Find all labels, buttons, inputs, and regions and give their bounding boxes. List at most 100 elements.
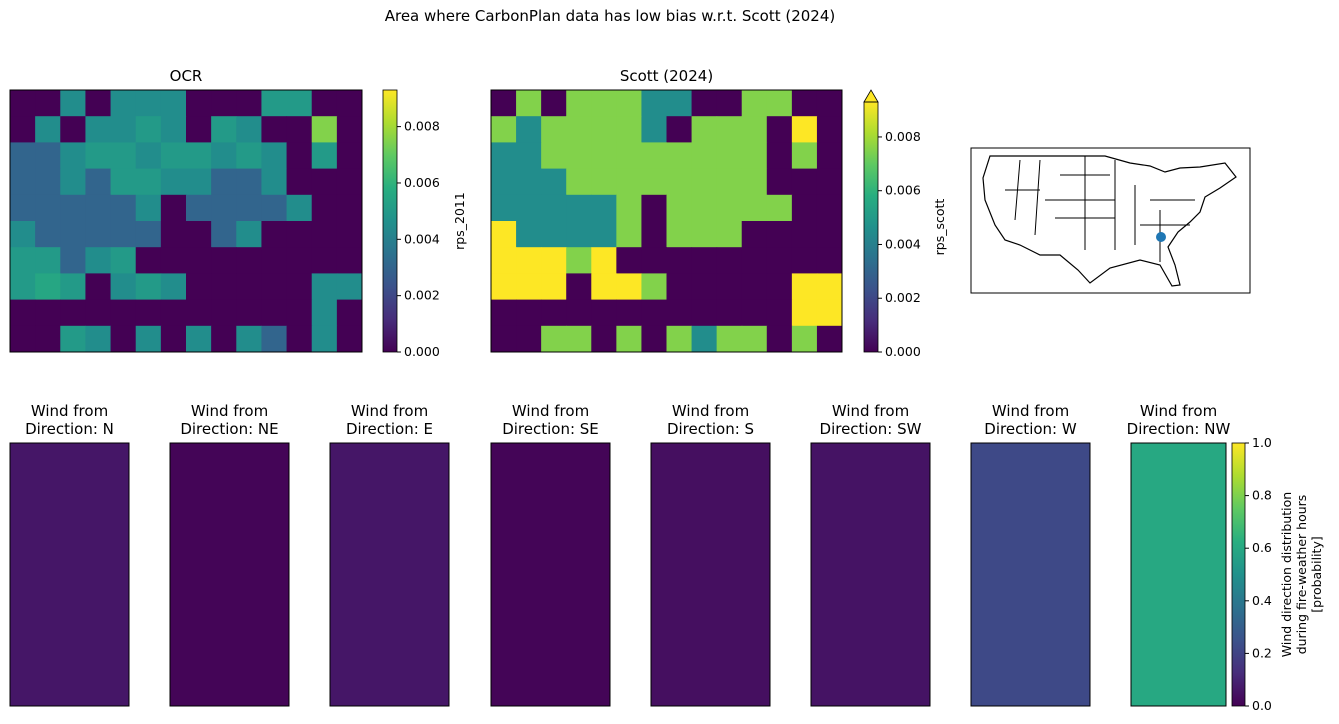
heatmap-cell [816, 221, 843, 248]
heatmap-cell [110, 194, 137, 222]
heatmap-cell [566, 325, 592, 353]
heatmap-cell [691, 142, 718, 170]
heatmap-cell [60, 142, 86, 170]
heatmap-cell [10, 299, 36, 327]
heatmap-cell [616, 221, 642, 248]
us-outline [982, 155, 1237, 287]
heatmap-cell [691, 116, 718, 143]
heatmap-cell [741, 168, 768, 196]
colorbar-tick-label: 0.008 [885, 129, 921, 144]
heatmap-cell [311, 299, 338, 327]
heatmap-cell [10, 325, 36, 353]
heatmap-cell [261, 325, 288, 353]
heatmap-cell [591, 194, 617, 222]
heatmap-cell [35, 116, 61, 143]
heatmap-cell [691, 90, 718, 117]
heatmap-cell [211, 90, 237, 117]
heatmap-cell [236, 194, 262, 222]
colorbar [383, 90, 397, 352]
heatmap-cell [211, 168, 237, 196]
heatmap-cell [791, 142, 818, 170]
heatmap-cell [691, 273, 718, 301]
tile [169, 442, 290, 707]
heatmap-cell [110, 247, 137, 274]
heatmap-cell [286, 221, 313, 248]
heatmap-cell [641, 273, 667, 301]
colorbar-tick-label: 0.004 [404, 231, 440, 246]
heatmap-cell [236, 325, 262, 353]
heatmap-cell [35, 221, 61, 248]
heatmap-cell [666, 168, 693, 196]
heatmap-cell [10, 247, 36, 274]
heatmap-cell [236, 273, 262, 301]
heatmap-cell [336, 168, 363, 196]
heatmap-cell [491, 325, 517, 353]
heatmap-cell [261, 142, 288, 170]
heatmap-cell [766, 273, 793, 301]
heatmap-cell [85, 325, 112, 353]
heatmap-cell [591, 299, 617, 327]
heatmap-cell [791, 194, 818, 222]
heatmap-cell [110, 142, 137, 170]
heatmap-cell [741, 221, 768, 248]
heatmap-cell [186, 142, 212, 170]
heatmap-cell [741, 90, 768, 117]
heatmap-cell [286, 168, 313, 196]
heatmap-cell [716, 142, 743, 170]
heatmap-cell [541, 299, 567, 327]
heatmap-cell [10, 273, 36, 301]
heatmap-cell [641, 299, 667, 327]
heatmap-cell [666, 273, 693, 301]
heatmap-cell [791, 247, 818, 274]
heatmap-cell [741, 247, 768, 274]
heatmap-cell [311, 194, 338, 222]
heatmap-cell [716, 299, 743, 327]
heatmap-cell [591, 90, 617, 117]
heatmap-cell [541, 273, 567, 301]
heatmap-cell [110, 90, 137, 117]
colorbar-tick-label: 0.0 [1252, 698, 1272, 713]
heatmap-cell [135, 90, 162, 117]
heatmap-cell [261, 247, 288, 274]
heatmap-cell [766, 299, 793, 327]
heatmap-cell [691, 221, 718, 248]
heatmap-cell [135, 168, 162, 196]
heatmap-cell [186, 325, 212, 353]
heatmap-cell [666, 299, 693, 327]
heatmap-cell [491, 247, 517, 274]
heatmap-cell [616, 142, 642, 170]
heatmap-cell [641, 194, 667, 222]
heatmap-cell [516, 299, 542, 327]
heatmap-cell [641, 325, 667, 353]
tile [329, 442, 450, 707]
heatmap-cell [616, 116, 642, 143]
heatmap-cell [35, 142, 61, 170]
heatmap-cell [10, 90, 36, 117]
heatmap-cell [85, 273, 112, 301]
heatmap-cell [666, 194, 693, 222]
heatmap-cell [336, 221, 363, 248]
heatmap-cell [741, 299, 768, 327]
heatmap-cell [135, 299, 162, 327]
heatmap-cell [791, 90, 818, 117]
heatmap-cell [666, 221, 693, 248]
colorbar-tick-label: 0.8 [1252, 488, 1272, 503]
heatmap-cell [135, 194, 162, 222]
heatmap-cell [186, 247, 212, 274]
colorbar-tick-label: 0.006 [885, 183, 921, 198]
heatmap-cell [35, 90, 61, 117]
heatmap-cell [60, 299, 86, 327]
panel-title: Wind from Direction: E [346, 402, 433, 438]
heatmap-cell [160, 116, 187, 143]
tile [810, 442, 931, 707]
heatmap-cell [766, 221, 793, 248]
map-frame [970, 147, 1251, 294]
heatmap-cell [211, 116, 237, 143]
heatmap-cell [286, 194, 313, 222]
heatmap-cell [35, 325, 61, 353]
heatmap-cell [110, 299, 137, 327]
panel-title: Scott (2024) [620, 67, 713, 85]
heatmap-cell [211, 325, 237, 353]
colorbar-frame [1231, 442, 1246, 707]
heatmap-cell [35, 194, 61, 222]
